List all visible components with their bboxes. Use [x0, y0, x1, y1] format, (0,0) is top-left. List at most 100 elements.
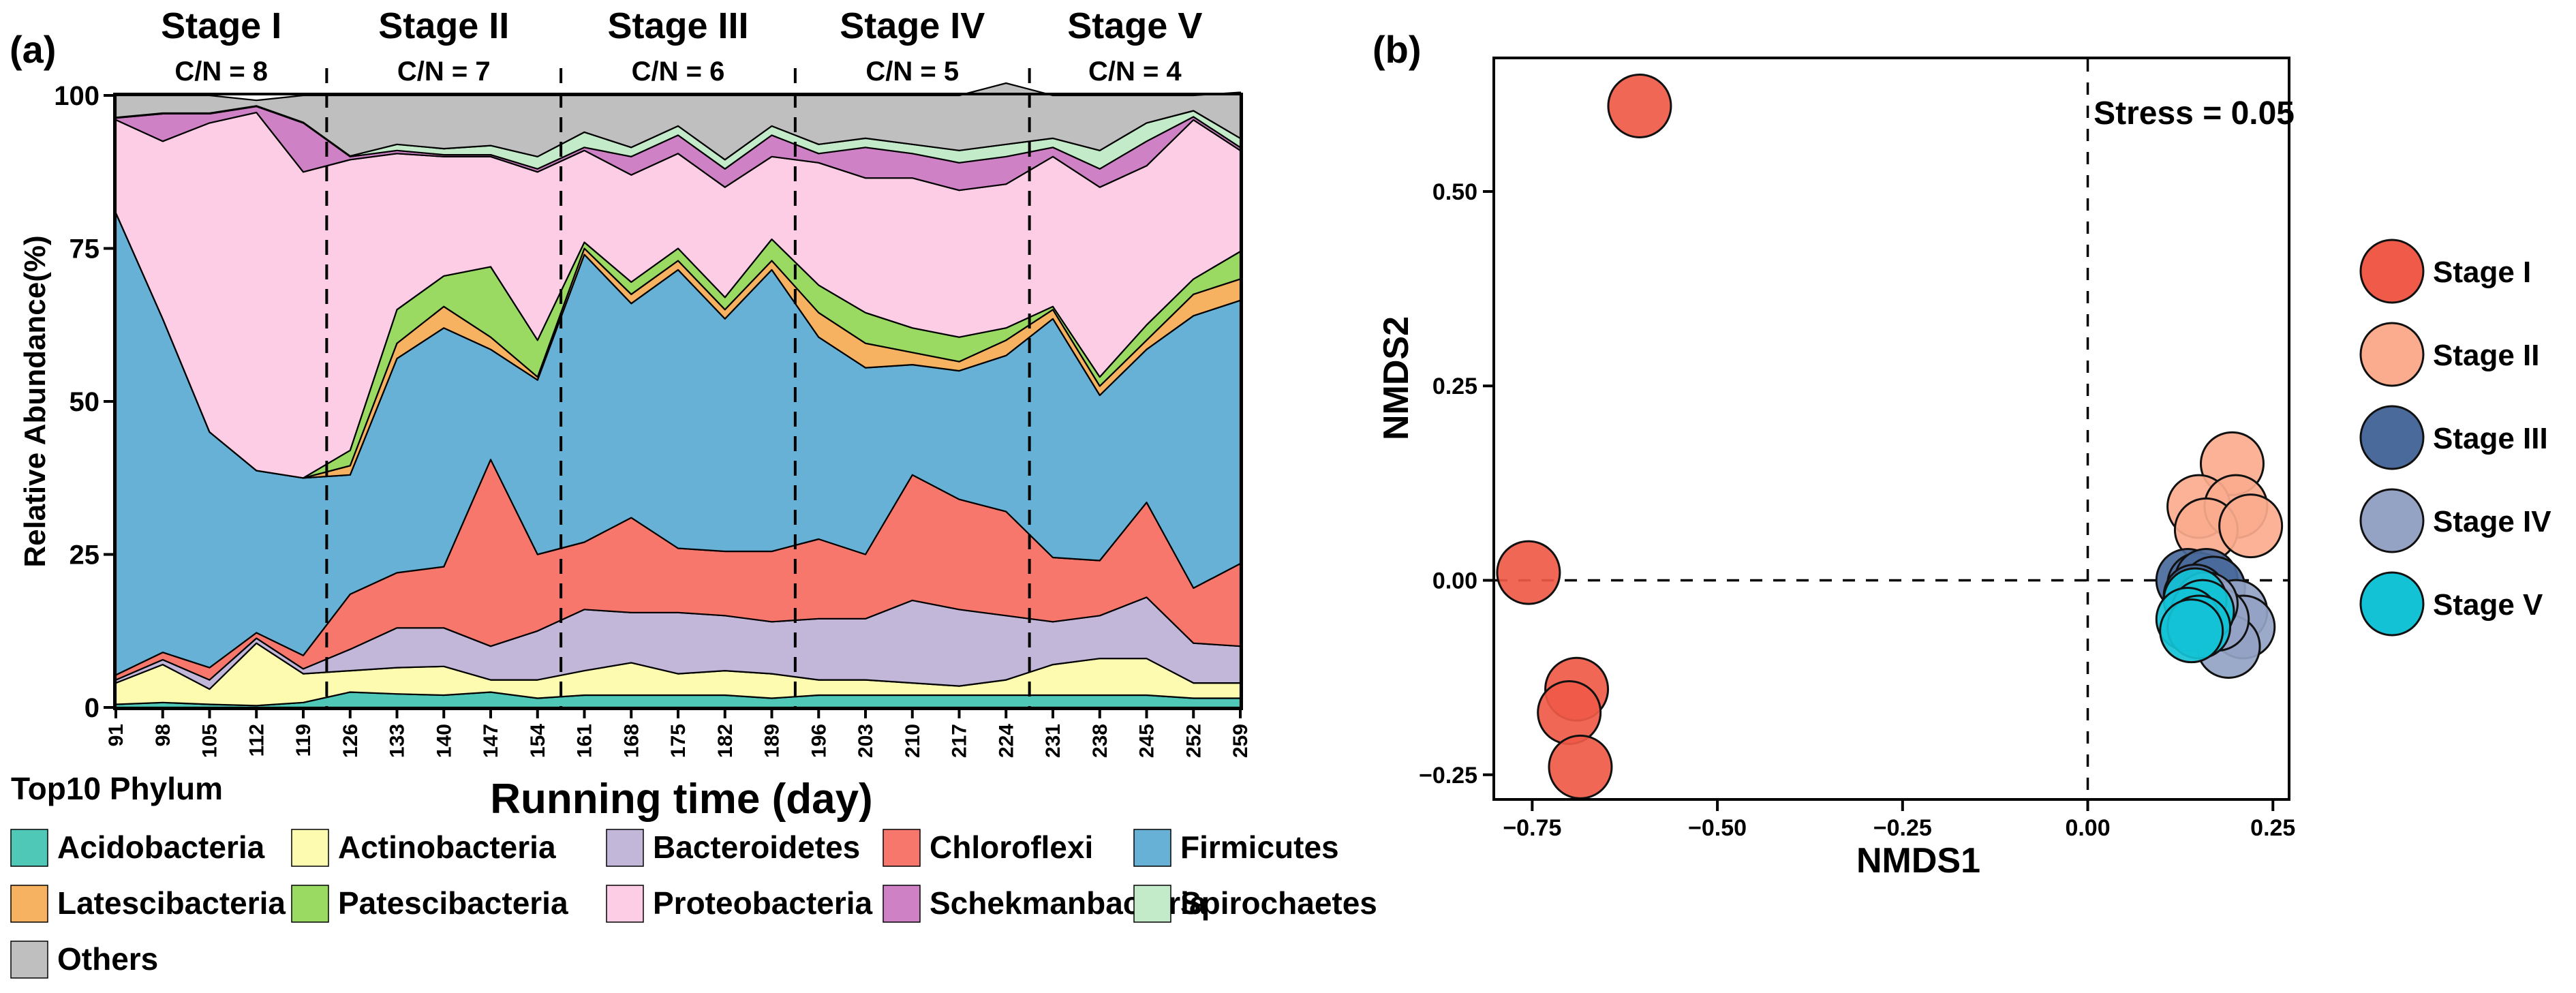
legend-entry: Acidobacteria	[57, 829, 265, 865]
legend-entry-b: Stage IV	[2433, 505, 2551, 538]
x-axis-ticks: 91 98 105 112 119 126 133 140 147 154 161 168 175 182…	[105, 709, 1252, 758]
stress-label: Stress = 0.05	[2094, 95, 2295, 132]
legend-swatch	[1133, 829, 1171, 867]
legend-swatch	[10, 829, 48, 867]
reference-lines	[1495, 59, 2288, 798]
y-axis-ticks: 0 25 50 75 100	[54, 81, 114, 723]
legend-marker	[2359, 405, 2425, 470]
x-tick-label-b: −0.75	[1503, 815, 1561, 841]
y-axis-label: Relative Abundance(%)	[18, 235, 52, 567]
legend-marker	[2359, 322, 2425, 387]
x-axis-ticks-b: −0.75 −0.50 −0.25 0.00 0.25	[1503, 799, 2295, 841]
point-stage-i	[1607, 73, 1672, 138]
x-tick-label: 189	[761, 724, 784, 758]
x-tick-label-b: −0.25	[1873, 815, 1932, 841]
y-tick-label: 50	[70, 387, 100, 417]
legend-marker	[2359, 239, 2425, 304]
x-tick-label: 210	[902, 724, 924, 758]
panel-a-label: (a)	[10, 28, 56, 71]
legend-entry: Chloroflexi	[930, 829, 1093, 865]
legend-entry: Firmicutes	[1180, 829, 1339, 865]
y-tick-label-b: 0.00	[1432, 568, 1477, 594]
x-axis-label: Running time (day)	[490, 776, 872, 823]
legend-entry: Spirochaetes	[1180, 885, 1377, 921]
x-tick-label: 119	[292, 724, 315, 757]
point-stage-i	[1548, 734, 1613, 799]
y-axis-label-b: NMDS2	[1377, 316, 1416, 440]
x-tick-label-b: 0.25	[2250, 815, 2295, 841]
legend-entry-b: Stage III	[2433, 422, 2548, 455]
x-tick-label: 259	[1229, 724, 1252, 758]
y-tick-label-b: 0.25	[1432, 373, 1477, 399]
x-tick-label: 154	[527, 724, 549, 758]
point-stage-i	[1537, 679, 1602, 745]
legend-swatch	[1133, 885, 1171, 923]
legend-entry: Actinobacteria	[338, 829, 556, 865]
legend-swatch	[606, 885, 644, 923]
point-stage-i	[1496, 540, 1561, 605]
stage-cn-label: C/N = 7	[397, 57, 491, 87]
x-tick-label: 224	[995, 724, 1017, 758]
legend-swatch	[883, 829, 921, 867]
x-tick-label: 238	[1089, 724, 1111, 758]
x-tick-label: 182	[714, 724, 737, 758]
x-tick-label: 140	[433, 724, 455, 758]
plot-frame-b	[1492, 57, 2290, 801]
stage-legend: Stage I Stage II Stage III Stage IV Stage V	[2359, 239, 2551, 637]
stage-name-label: Stage III	[607, 5, 748, 46]
y-tick-label: 0	[85, 693, 99, 723]
legend-marker	[2359, 571, 2425, 637]
x-tick-label-b: 0.00	[2065, 815, 2110, 841]
x-axis-label-b: NMDS1	[1856, 841, 1980, 881]
legend-entry: Bacteroidetes	[653, 829, 860, 865]
x-tick-label: 175	[667, 724, 690, 758]
legend-entry-b: Stage II	[2433, 339, 2540, 372]
x-tick-label: 133	[386, 724, 409, 758]
legend-swatch	[291, 829, 329, 867]
x-tick-label: 168	[620, 724, 643, 758]
legend-entry: Patescibacteria	[338, 885, 568, 921]
y-tick-label: 25	[70, 540, 100, 570]
stage-name-label: Stage I	[161, 5, 281, 46]
legend-swatch	[883, 885, 921, 923]
x-tick-label: 252	[1182, 724, 1205, 758]
stage-dividers	[325, 68, 1031, 707]
stage-cn-label: C/N = 4	[1088, 57, 1182, 87]
legend-swatch	[606, 829, 644, 867]
x-tick-label: 126	[339, 724, 362, 758]
x-tick-label: 217	[949, 724, 971, 758]
panel-b-label: (b)	[1373, 28, 1422, 71]
x-tick-label: 245	[1136, 724, 1159, 758]
stage-cn-label: C/N = 6	[632, 57, 725, 87]
legend-title: Top10 Phylum	[11, 771, 223, 806]
y-tick-label: 100	[54, 81, 99, 111]
x-tick-label: 196	[808, 724, 830, 758]
x-tick-label: 112	[245, 724, 268, 757]
point-stage-ii	[2218, 493, 2284, 559]
stage-labels: Stage I C/N = 8 Stage II C/N = 7 Stage III C/…	[161, 5, 1202, 87]
legend-entry: Others	[57, 941, 158, 977]
y-tick-label-b: −0.25	[1419, 763, 1477, 789]
phylum-legend: Acidobacteria Actinobacteria Bacteroidetes…	[10, 829, 1377, 979]
x-tick-label: 203	[855, 724, 877, 758]
stage-name-label: Stage II	[378, 5, 509, 46]
x-tick-label: 98	[152, 724, 174, 746]
legend-swatch	[10, 885, 48, 923]
area-layers	[114, 82, 1242, 709]
legend-entry: Proteobacteria	[653, 885, 873, 921]
y-axis-ticks-b: −0.25 0.00 0.25 0.50	[1419, 179, 1494, 789]
scatter-points	[1496, 73, 2284, 799]
x-tick-label-b: −0.50	[1688, 815, 1747, 841]
point-stage-v	[2159, 598, 2224, 664]
legend-swatch	[291, 885, 329, 923]
stage-cn-label: C/N = 5	[865, 57, 959, 87]
stage-name-label: Stage IV	[840, 5, 985, 46]
stage-cn-label: C/N = 8	[174, 57, 268, 87]
x-tick-label: 91	[105, 724, 127, 746]
legend-entry: Latescibacteria	[57, 885, 286, 921]
legend-marker	[2359, 488, 2425, 553]
stage-name-label: Stage V	[1067, 5, 1202, 46]
y-tick-label: 75	[70, 234, 100, 264]
